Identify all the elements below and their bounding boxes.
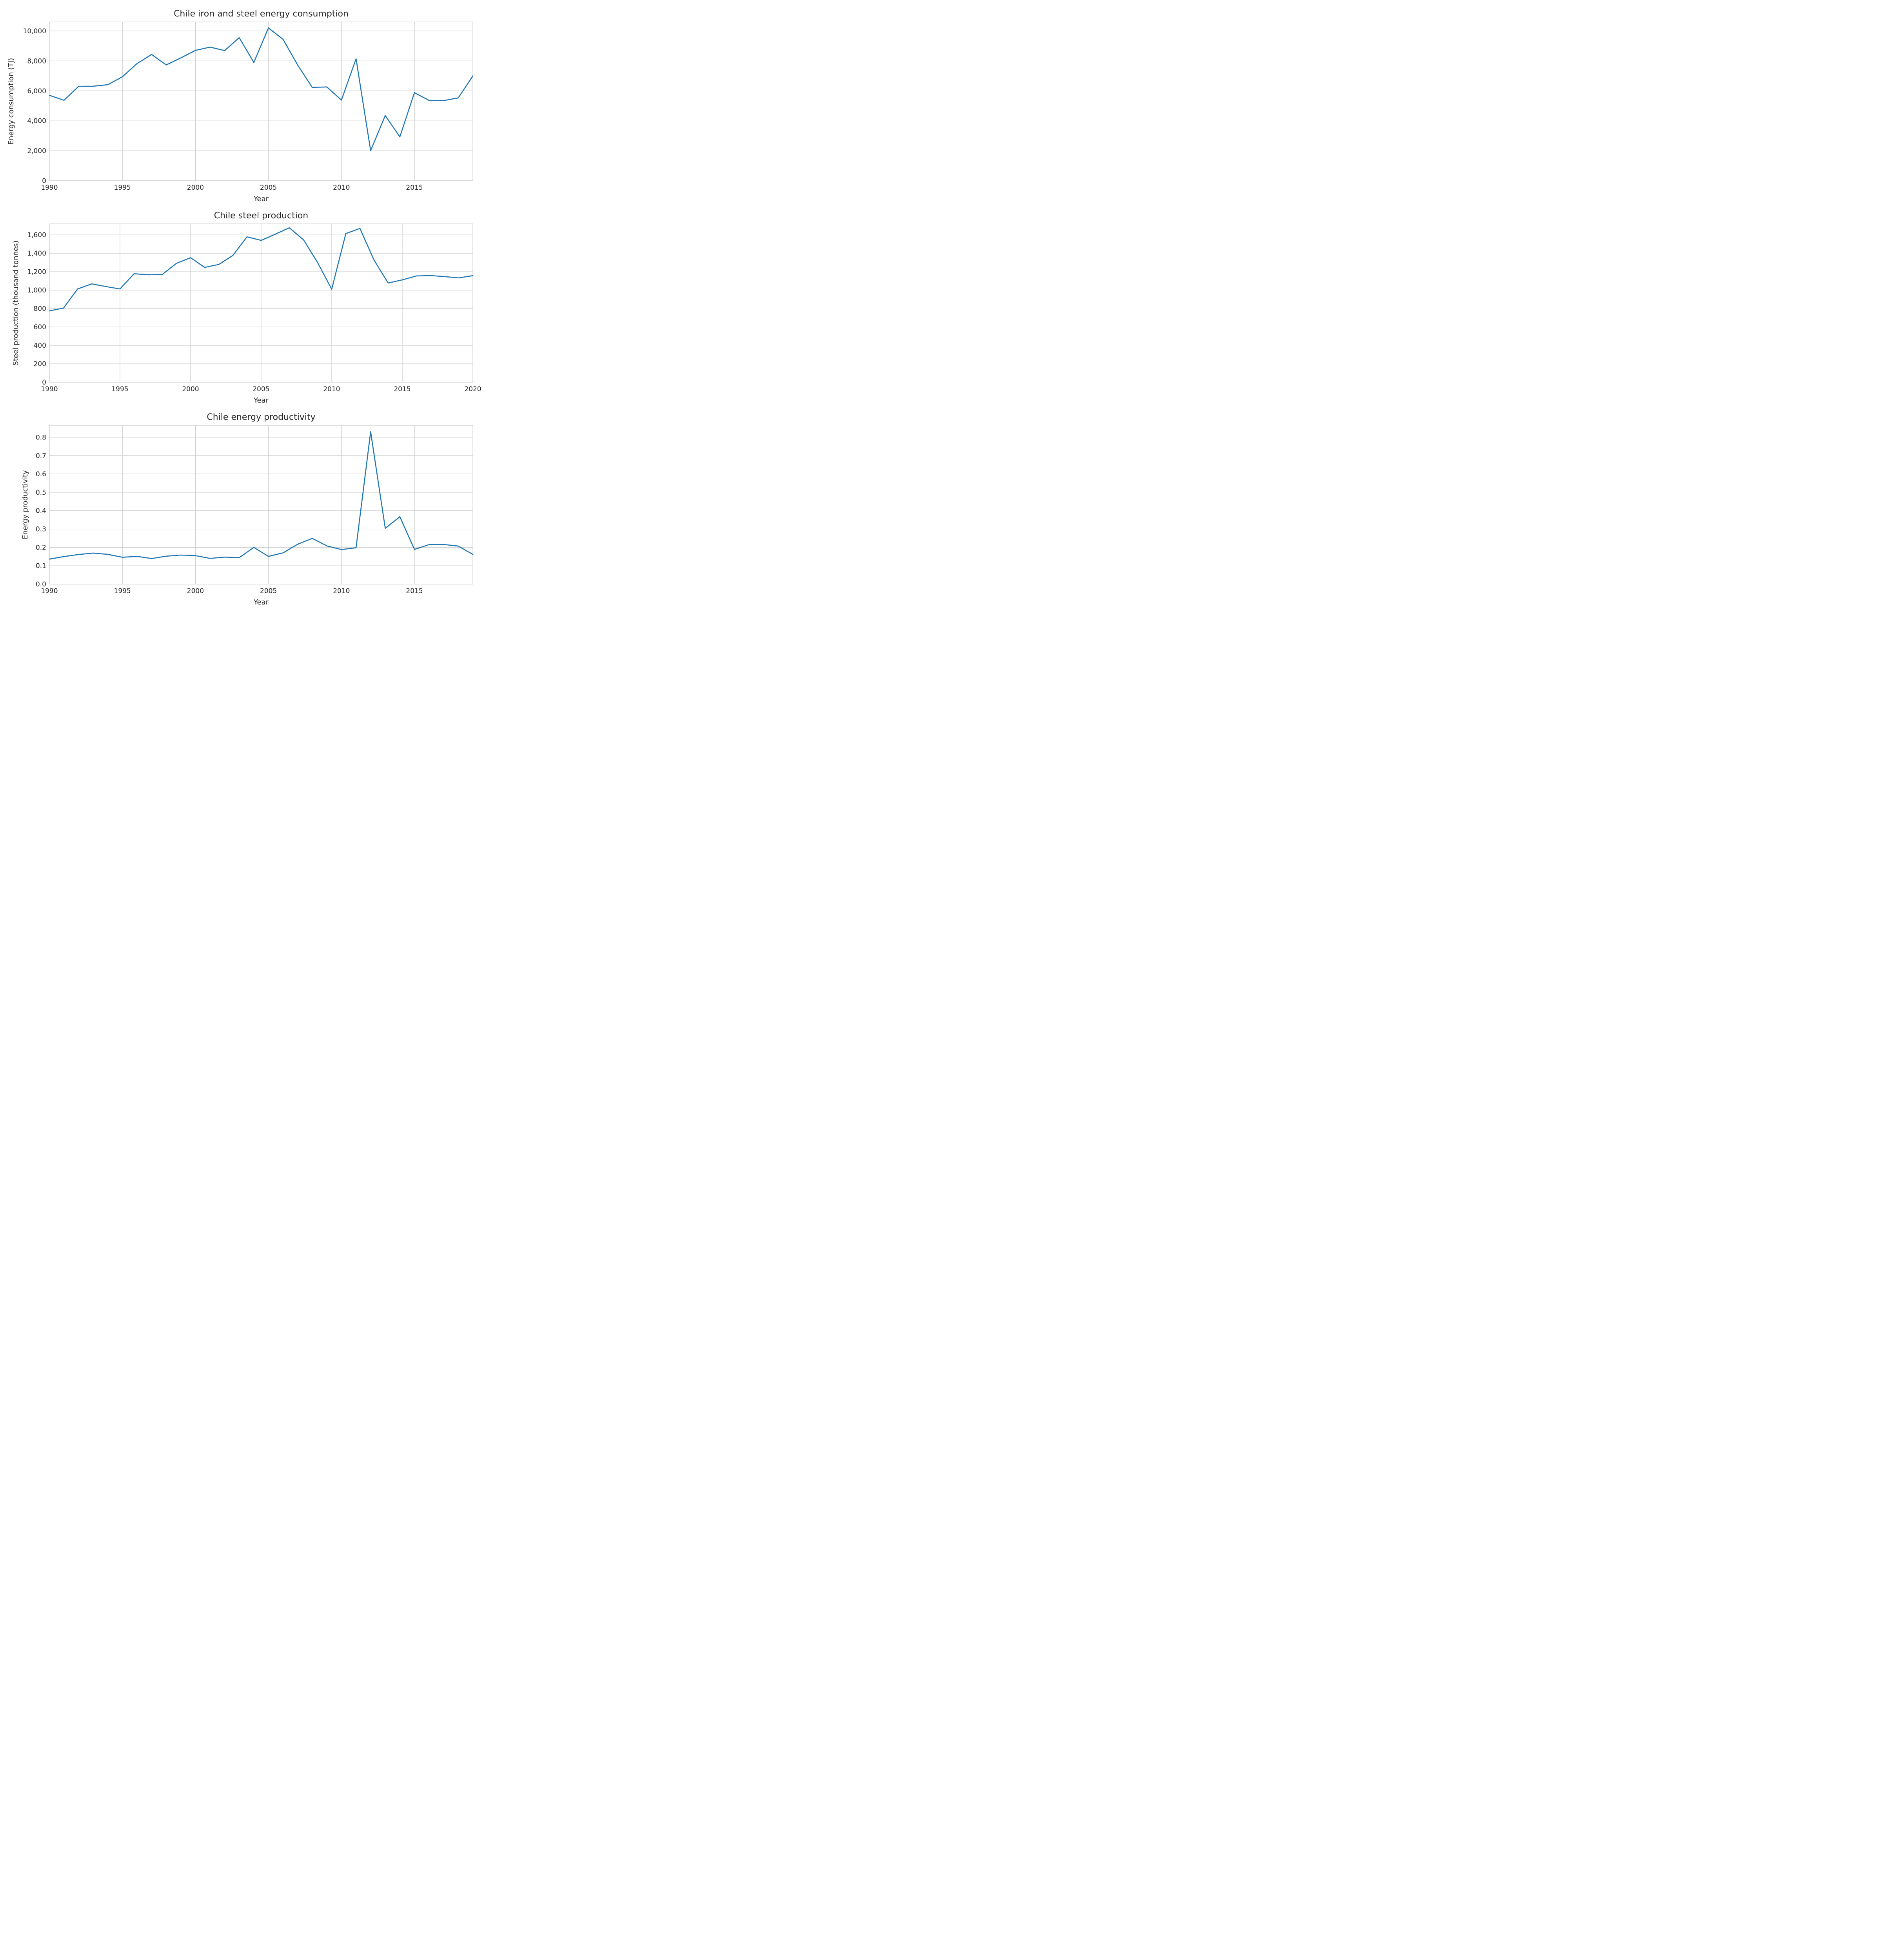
chart-title: Chile energy productivity [207, 412, 315, 422]
y-tick-label: 1,000 [27, 287, 46, 294]
x-axis-label: Year [253, 396, 269, 405]
x-tick-label: 2010 [333, 184, 350, 192]
y-tick-label: 600 [34, 323, 46, 331]
y-tick-label: 200 [34, 360, 46, 368]
x-tick-label: 2010 [333, 587, 350, 595]
x-tick-label: 2005 [260, 587, 277, 595]
chart-title: Chile steel production [214, 211, 308, 221]
x-tick-label: 1995 [114, 587, 131, 595]
x-axis-label: Year [253, 195, 269, 203]
x-axis-label: Year [253, 598, 269, 606]
x-tick-label: 1990 [41, 184, 58, 192]
plot-area-frame [49, 22, 473, 181]
y-tick-label: 0 [42, 379, 46, 387]
y-tick-label: 0.1 [36, 562, 46, 570]
y-tick-label: 0.6 [36, 470, 46, 478]
y-axis-label: Steel production (thousand tonnes) [12, 241, 20, 366]
y-axis-label: Energy productivity [21, 470, 29, 539]
x-tick-label: 2015 [406, 587, 423, 595]
x-tick-label: 1995 [114, 184, 131, 192]
x-tick-label: 2005 [260, 184, 277, 192]
series-line [49, 27, 474, 151]
y-tick-label: 0.3 [36, 526, 46, 534]
y-tick-label: 10,000 [23, 27, 46, 35]
y-tick-label: 4,000 [27, 117, 46, 125]
x-tick-label: 2015 [394, 385, 411, 393]
x-tick-label: 2000 [182, 385, 199, 393]
plot-area-frame [49, 425, 473, 584]
x-tick-label: 2015 [406, 184, 423, 192]
series-line [49, 227, 474, 312]
x-tick-label: 1995 [111, 385, 128, 393]
y-tick-label: 0.5 [36, 489, 46, 497]
y-tick-label: 6,000 [27, 87, 46, 95]
y-tick-label: 0.7 [36, 452, 46, 460]
x-tick-label: 2005 [253, 385, 269, 393]
y-tick-label: 0.4 [36, 507, 46, 515]
y-tick-label: 8,000 [27, 57, 46, 65]
x-tick-label: 2000 [187, 184, 204, 192]
y-tick-label: 400 [34, 342, 46, 350]
y-tick-label: 0.0 [36, 581, 46, 588]
x-tick-label: 2000 [187, 587, 204, 595]
x-tick-label: 2010 [323, 385, 340, 393]
y-axis-label: Energy consumption (TJ) [7, 58, 15, 145]
y-tick-label: 1,200 [27, 268, 46, 276]
x-tick-label: 1990 [41, 587, 58, 595]
y-tick-label: 800 [34, 305, 46, 313]
y-tick-label: 0.8 [36, 434, 46, 441]
y-tick-label: 0.2 [36, 544, 46, 552]
x-tick-label: 2020 [464, 385, 481, 393]
chart-panel-1: 0 2,000 4,000 6,000 8,000 10,000 1990 1995 2000 2… [7, 9, 474, 203]
y-tick-label: 0 [42, 177, 46, 185]
chart-panel-3: 0.0 0.1 0.2 0.3 0.4 0.5 0.6 0.7 0.8 1990 1995 2000 2… [21, 412, 474, 606]
y-tick-label: 2,000 [27, 147, 46, 155]
y-tick-label: 1,400 [27, 250, 46, 258]
plot-area-frame [49, 223, 473, 383]
chart-panel-2: 0 200 400 600 800 1,000 1,200 1,400 1,600 1990 199… [12, 211, 481, 405]
x-tick-label: 1990 [41, 385, 58, 393]
series-line [49, 431, 474, 560]
y-tick-label: 1,600 [27, 231, 46, 239]
chart-title: Chile iron and steel energy consumption [174, 9, 349, 19]
